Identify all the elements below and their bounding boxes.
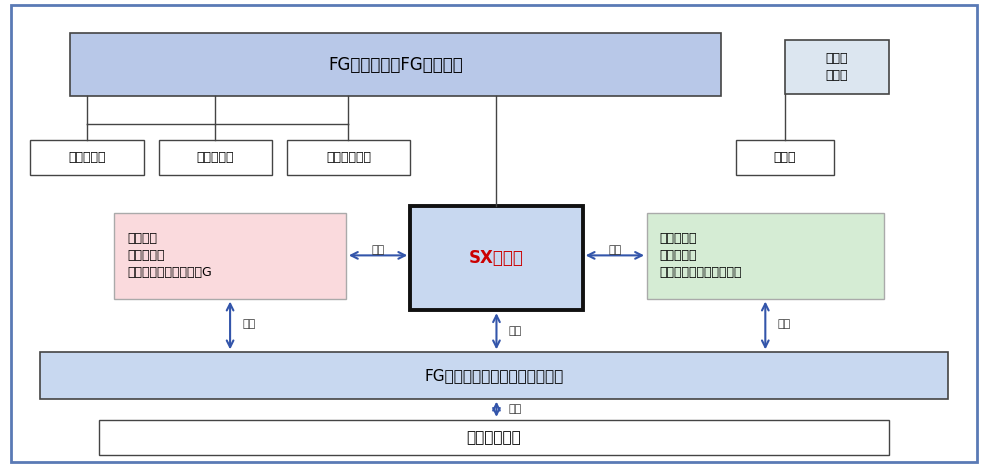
FancyBboxPatch shape [70,33,721,96]
Text: 連携: 連携 [242,319,256,329]
FancyBboxPatch shape [41,352,947,399]
Text: 連携: 連携 [609,245,621,255]
FancyBboxPatch shape [647,212,883,299]
Text: FGサステナビリティ推進チーム: FGサステナビリティ推進チーム [425,368,563,383]
Text: FG取締役会・FG経営会議: FG取締役会・FG経営会議 [328,56,462,74]
FancyBboxPatch shape [736,141,835,175]
FancyBboxPatch shape [100,420,888,455]
Text: 北海道銀行
経営企画部
サステナビリティ推進室: 北海道銀行 経営企画部 サステナビリティ推進室 [660,232,742,279]
Text: 経営企画部: 経営企画部 [68,151,106,164]
FancyBboxPatch shape [785,40,888,94]
Text: リスク統括部: リスク統括部 [326,151,370,164]
Text: 連携: 連携 [778,319,790,329]
Text: SX推進部: SX推進部 [469,249,524,267]
Text: 連携: 連携 [509,404,522,414]
Text: 監査等
委員会: 監査等 委員会 [826,52,848,82]
FancyBboxPatch shape [11,5,977,462]
FancyBboxPatch shape [115,212,346,299]
FancyBboxPatch shape [287,141,410,175]
FancyBboxPatch shape [410,205,583,311]
Text: グループ各社: グループ各社 [466,430,522,445]
Text: 営業戦略部: 営業戦略部 [197,151,234,164]
Text: 連携: 連携 [371,245,384,255]
Text: 監査部: 監査部 [774,151,796,164]
FancyBboxPatch shape [31,141,143,175]
FancyBboxPatch shape [158,141,272,175]
Text: 連携: 連携 [509,326,522,336]
Text: 北陸銀行
経営企画部
サステナビリティ推進G: 北陸銀行 経営企画部 サステナビリティ推進G [127,232,211,279]
